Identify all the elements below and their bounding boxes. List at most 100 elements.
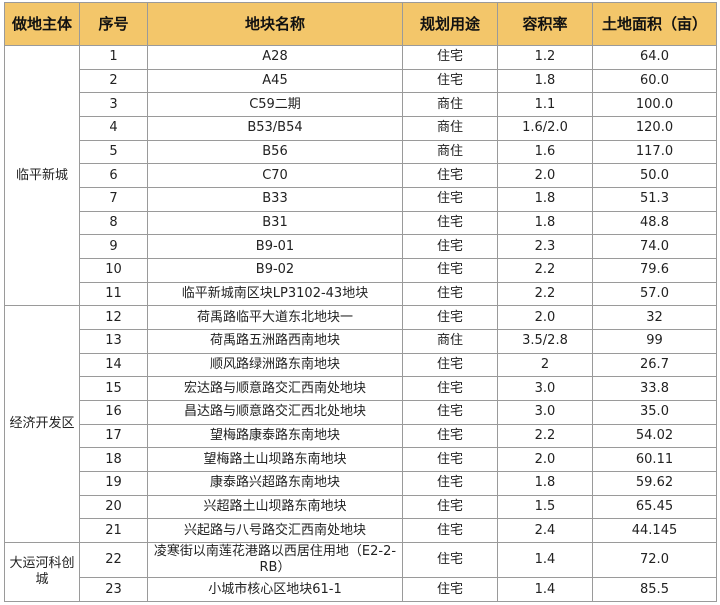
cell-land-area: 32 — [592, 305, 717, 331]
header-owner: 做地主体 — [4, 2, 80, 46]
cell-plot-ratio: 1.4 — [497, 542, 593, 579]
table-row: 17 望梅路康泰路东南地块 住宅 2.2 54.02 — [5, 423, 717, 449]
cell-plot-ratio: 1.4 — [497, 577, 593, 602]
cell-index: 4 — [79, 116, 148, 141]
cell-parcel-name: 兴超路土山坝路东南地块 — [147, 494, 403, 520]
cell-plot-ratio: 1.6 — [497, 139, 593, 165]
cell-planned-use: 住宅 — [402, 400, 498, 425]
cell-land-area: 65.45 — [592, 494, 717, 520]
cell-plot-ratio: 2.4 — [497, 518, 593, 544]
cell-plot-ratio: 2.2 — [497, 423, 593, 449]
table-row: 7 B33 住宅 1.8 51.3 — [5, 187, 717, 212]
table-row: 10 B9-02 住宅 2.2 79.6 — [5, 258, 717, 283]
cell-land-area: 51.3 — [592, 187, 717, 212]
cell-parcel-name: B31 — [147, 210, 403, 236]
cell-parcel-name: B56 — [147, 139, 403, 165]
cell-planned-use: 住宅 — [402, 234, 498, 260]
cell-planned-use: 住宅 — [402, 305, 498, 331]
cell-plot-ratio: 2.2 — [497, 258, 593, 283]
cell-planned-use: 住宅 — [402, 471, 498, 496]
cell-index: 12 — [79, 305, 148, 331]
cell-parcel-name: B9-02 — [147, 258, 403, 283]
cell-plot-ratio: 2.0 — [497, 305, 593, 331]
cell-plot-ratio: 1.2 — [497, 45, 593, 70]
cell-planned-use: 住宅 — [402, 423, 498, 449]
cell-plot-ratio: 2.0 — [497, 447, 593, 473]
header-planned-use: 规划用途 — [402, 2, 498, 46]
table-body: 临平新城 1 A28 住宅 1.2 64.0 2 A45 住宅 1.8 60.0 3 C59二期 商住 1.… — [4, 44, 717, 602]
cell-planned-use: 住宅 — [402, 352, 498, 378]
cell-parcel-name: B33 — [147, 187, 403, 212]
table-row: 临平新城 1 A28 住宅 1.2 64.0 — [4, 44, 717, 307]
cell-index: 7 — [79, 187, 148, 212]
cell-planned-use: 商住 — [402, 92, 498, 118]
cell-index: 6 — [79, 163, 148, 189]
cell-index: 15 — [79, 376, 148, 402]
table-row: 18 望梅路土山坝路东南地块 住宅 2.0 60.11 — [5, 447, 717, 473]
cell-land-area: 44.145 — [592, 518, 717, 544]
cell-plot-ratio: 1.6/2.0 — [497, 116, 593, 141]
cell-parcel-name: A28 — [147, 45, 403, 70]
cell-plot-ratio: 1.1 — [497, 92, 593, 118]
header-row: 做地主体 序号 地块名称 规划用途 容积率 土地面积（亩） — [4, 2, 717, 46]
cell-parcel-name: A45 — [147, 68, 403, 94]
table-row: 15 宏达路与顺意路交汇西南处地块 住宅 3.0 33.8 — [5, 376, 717, 402]
cell-land-area: 33.8 — [592, 376, 717, 402]
cell-index: 20 — [79, 494, 148, 520]
cell-plot-ratio: 2.3 — [497, 234, 593, 260]
header-parcel-name: 地块名称 — [147, 2, 403, 46]
cell-parcel-name: C70 — [147, 163, 403, 189]
cell-planned-use: 商住 — [402, 329, 498, 354]
header-land-area: 土地面积（亩） — [592, 2, 717, 46]
table-row: 4 B53/B54 商住 1.6/2.0 120.0 — [5, 116, 717, 141]
cell-land-area: 59.62 — [592, 471, 717, 496]
table-row: 6 C70 住宅 2.0 50.0 — [5, 163, 717, 189]
cell-parcel-name: 望梅路土山坝路东南地块 — [147, 447, 403, 473]
table-row: 经济开发区 12 荷禹路临平大道东北地块一 住宅 2.0 32 — [4, 305, 717, 544]
cell-land-area: 60.0 — [592, 68, 717, 94]
cell-plot-ratio: 1.8 — [497, 210, 593, 236]
table-row: 23 小城市核心区地块61-1 住宅 1.4 85.5 — [5, 577, 717, 602]
cell-plot-ratio: 3.0 — [497, 400, 593, 425]
cell-land-area: 85.5 — [592, 577, 717, 602]
cell-planned-use: 住宅 — [402, 577, 498, 602]
cell-plot-ratio: 3.5/2.8 — [497, 329, 593, 354]
cell-land-area: 74.0 — [592, 234, 717, 260]
cell-index: 19 — [79, 471, 148, 496]
cell-index: 2 — [79, 68, 148, 94]
cell-parcel-name: 康泰路兴超路东南地块 — [147, 471, 403, 496]
cell-planned-use: 住宅 — [402, 518, 498, 544]
cell-parcel-name: 昌达路与顺意路交汇西北处地块 — [147, 400, 403, 425]
cell-index: 17 — [79, 423, 148, 449]
cell-index: 9 — [79, 234, 148, 260]
cell-planned-use: 住宅 — [402, 163, 498, 189]
cell-land-area: 60.11 — [592, 447, 717, 473]
header-plot-ratio: 容积率 — [497, 2, 593, 46]
cell-index: 18 — [79, 447, 148, 473]
cell-planned-use: 商住 — [402, 139, 498, 165]
cell-plot-ratio: 2.2 — [497, 281, 593, 307]
cell-planned-use: 住宅 — [402, 447, 498, 473]
cell-land-area: 100.0 — [592, 92, 717, 118]
cell-land-area: 54.02 — [592, 423, 717, 449]
cell-land-area: 120.0 — [592, 116, 717, 141]
cell-planned-use: 商住 — [402, 116, 498, 141]
cell-index: 5 — [79, 139, 148, 165]
cell-owner: 临平新城 — [4, 44, 80, 307]
cell-parcel-name: 凌寒街以南莲花港路以西居住用地（E2-2-RB） — [147, 542, 403, 579]
cell-owner: 大运河科创城 — [4, 542, 80, 602]
table-row: 21 兴起路与八号路交汇西南处地块 住宅 2.4 44.145 — [5, 518, 717, 544]
table-row: 9 B9-01 住宅 2.3 74.0 — [5, 234, 717, 260]
cell-parcel-name: B53/B54 — [147, 116, 403, 141]
cell-parcel-name: 宏达路与顺意路交汇西南处地块 — [147, 376, 403, 402]
cell-index: 23 — [79, 577, 148, 602]
table-row: 2 A45 住宅 1.8 60.0 — [5, 68, 717, 94]
table-row: 5 B56 商住 1.6 117.0 — [5, 139, 717, 165]
table-row: 16 昌达路与顺意路交汇西北处地块 住宅 3.0 35.0 — [5, 400, 717, 425]
cell-land-area: 64.0 — [592, 45, 717, 70]
cell-index: 1 — [79, 45, 148, 70]
table-row: 19 康泰路兴超路东南地块 住宅 1.8 59.62 — [5, 471, 717, 496]
table-row: 14 顺风路绿洲路东南地块 住宅 2 26.7 — [5, 352, 717, 378]
cell-planned-use: 住宅 — [402, 187, 498, 212]
cell-owner: 经济开发区 — [4, 305, 80, 544]
